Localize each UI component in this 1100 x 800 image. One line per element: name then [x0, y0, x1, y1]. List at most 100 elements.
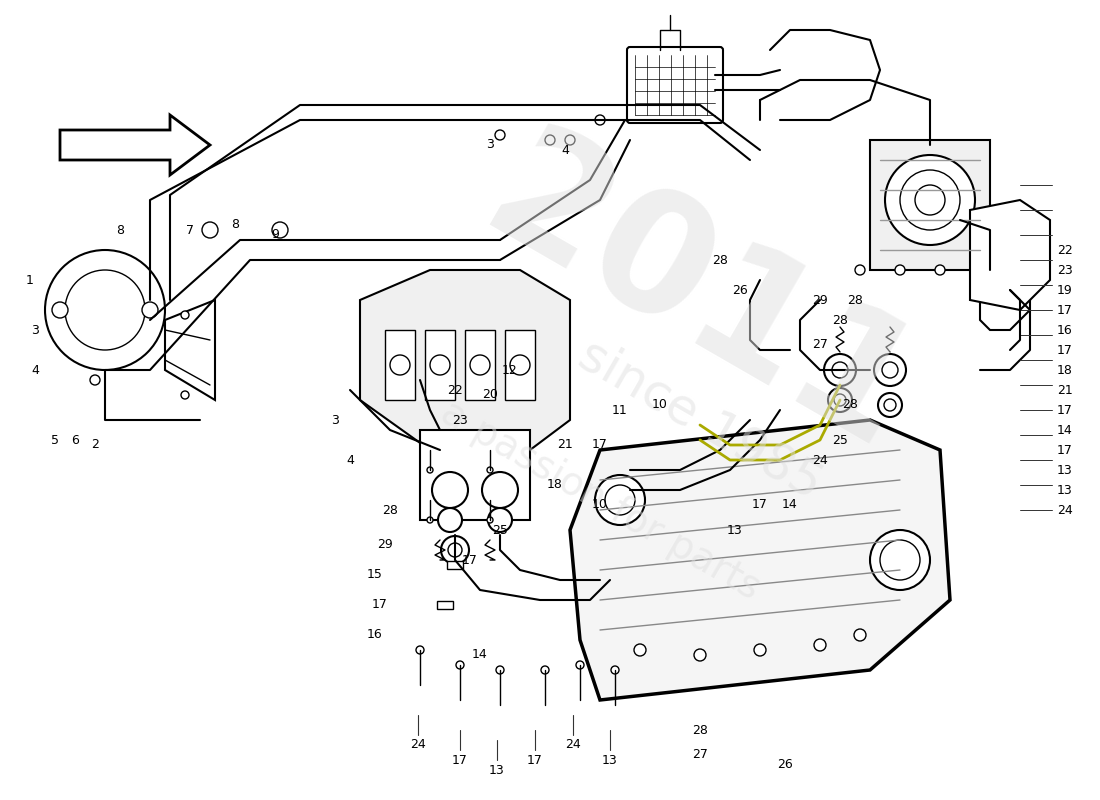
- Circle shape: [854, 629, 866, 641]
- Text: 23: 23: [452, 414, 468, 426]
- Text: 23: 23: [1057, 263, 1072, 277]
- Text: 24: 24: [565, 738, 581, 751]
- Text: 16: 16: [367, 629, 383, 642]
- Circle shape: [935, 265, 945, 275]
- Text: 27: 27: [812, 338, 828, 351]
- Circle shape: [142, 302, 158, 318]
- Text: 3: 3: [331, 414, 339, 426]
- Text: 26: 26: [777, 758, 793, 771]
- Text: 17: 17: [1057, 443, 1072, 457]
- Text: 8: 8: [231, 218, 239, 231]
- Text: 24: 24: [1057, 503, 1072, 517]
- Text: 13: 13: [1057, 483, 1072, 497]
- Polygon shape: [970, 200, 1050, 310]
- Text: 19: 19: [1057, 283, 1072, 297]
- Polygon shape: [505, 330, 535, 400]
- Text: 14: 14: [472, 649, 488, 662]
- Text: 17: 17: [372, 598, 388, 611]
- Circle shape: [182, 311, 189, 319]
- Text: 17: 17: [1057, 343, 1072, 357]
- Circle shape: [495, 130, 505, 140]
- Circle shape: [488, 508, 512, 532]
- Text: 28: 28: [843, 398, 858, 411]
- Circle shape: [90, 375, 100, 385]
- FancyBboxPatch shape: [627, 47, 723, 123]
- Circle shape: [814, 639, 826, 651]
- Polygon shape: [870, 140, 990, 270]
- Text: 28: 28: [382, 503, 398, 517]
- Text: 17: 17: [527, 754, 543, 766]
- Text: 5: 5: [51, 434, 59, 446]
- Text: 28: 28: [832, 314, 848, 326]
- Circle shape: [886, 155, 975, 245]
- Text: 16: 16: [1057, 323, 1072, 337]
- Circle shape: [52, 302, 68, 318]
- Text: 4: 4: [346, 454, 354, 466]
- Text: a passion for parts: a passion for parts: [433, 393, 767, 607]
- Circle shape: [182, 391, 189, 399]
- Text: 29: 29: [812, 294, 828, 306]
- Text: 9: 9: [271, 229, 279, 242]
- Text: 25: 25: [832, 434, 848, 446]
- Circle shape: [272, 222, 288, 238]
- Text: 10: 10: [592, 498, 608, 511]
- Text: 14: 14: [782, 498, 797, 511]
- Text: 13: 13: [602, 754, 618, 766]
- Text: 13: 13: [1057, 463, 1072, 477]
- Text: 8: 8: [116, 223, 124, 237]
- Text: 26: 26: [733, 283, 748, 297]
- Text: 17: 17: [752, 498, 768, 511]
- Text: 6: 6: [72, 434, 79, 446]
- Text: 4: 4: [561, 143, 569, 157]
- Text: 18: 18: [1057, 363, 1072, 377]
- Circle shape: [874, 354, 906, 386]
- Circle shape: [456, 661, 464, 669]
- Circle shape: [432, 472, 468, 508]
- Circle shape: [610, 666, 619, 674]
- Polygon shape: [447, 561, 463, 569]
- Text: 18: 18: [547, 478, 563, 491]
- Polygon shape: [980, 270, 1030, 330]
- Circle shape: [438, 508, 462, 532]
- Circle shape: [634, 644, 646, 656]
- Circle shape: [828, 388, 852, 412]
- Text: 28: 28: [692, 723, 708, 737]
- Circle shape: [427, 467, 433, 473]
- Text: 22: 22: [447, 383, 463, 397]
- Polygon shape: [360, 270, 570, 450]
- Circle shape: [482, 472, 518, 508]
- Text: 14: 14: [1057, 423, 1072, 437]
- Circle shape: [694, 649, 706, 661]
- Circle shape: [496, 666, 504, 674]
- Text: 28: 28: [712, 254, 728, 266]
- Circle shape: [754, 644, 766, 656]
- Circle shape: [565, 135, 575, 145]
- Polygon shape: [420, 430, 530, 520]
- Circle shape: [544, 135, 556, 145]
- Text: 17: 17: [1057, 403, 1072, 417]
- Circle shape: [895, 265, 905, 275]
- Text: 7: 7: [186, 223, 194, 237]
- Circle shape: [824, 354, 856, 386]
- Circle shape: [45, 250, 165, 370]
- Text: 2: 2: [91, 438, 99, 451]
- Text: 15: 15: [367, 569, 383, 582]
- Circle shape: [427, 517, 433, 523]
- Text: 12: 12: [502, 363, 518, 377]
- Circle shape: [487, 517, 493, 523]
- Text: 17: 17: [1057, 303, 1072, 317]
- Text: 3: 3: [31, 323, 38, 337]
- Circle shape: [595, 475, 645, 525]
- Text: 25: 25: [492, 523, 508, 537]
- Polygon shape: [165, 300, 214, 400]
- Text: 24: 24: [410, 738, 426, 751]
- Text: 11: 11: [612, 403, 628, 417]
- Circle shape: [855, 265, 865, 275]
- Text: 10: 10: [652, 398, 668, 411]
- Text: 17: 17: [452, 754, 468, 766]
- Text: 28: 28: [847, 294, 862, 306]
- Text: 22: 22: [1057, 243, 1072, 257]
- Polygon shape: [465, 330, 495, 400]
- Circle shape: [870, 530, 930, 590]
- Text: 17: 17: [592, 438, 608, 451]
